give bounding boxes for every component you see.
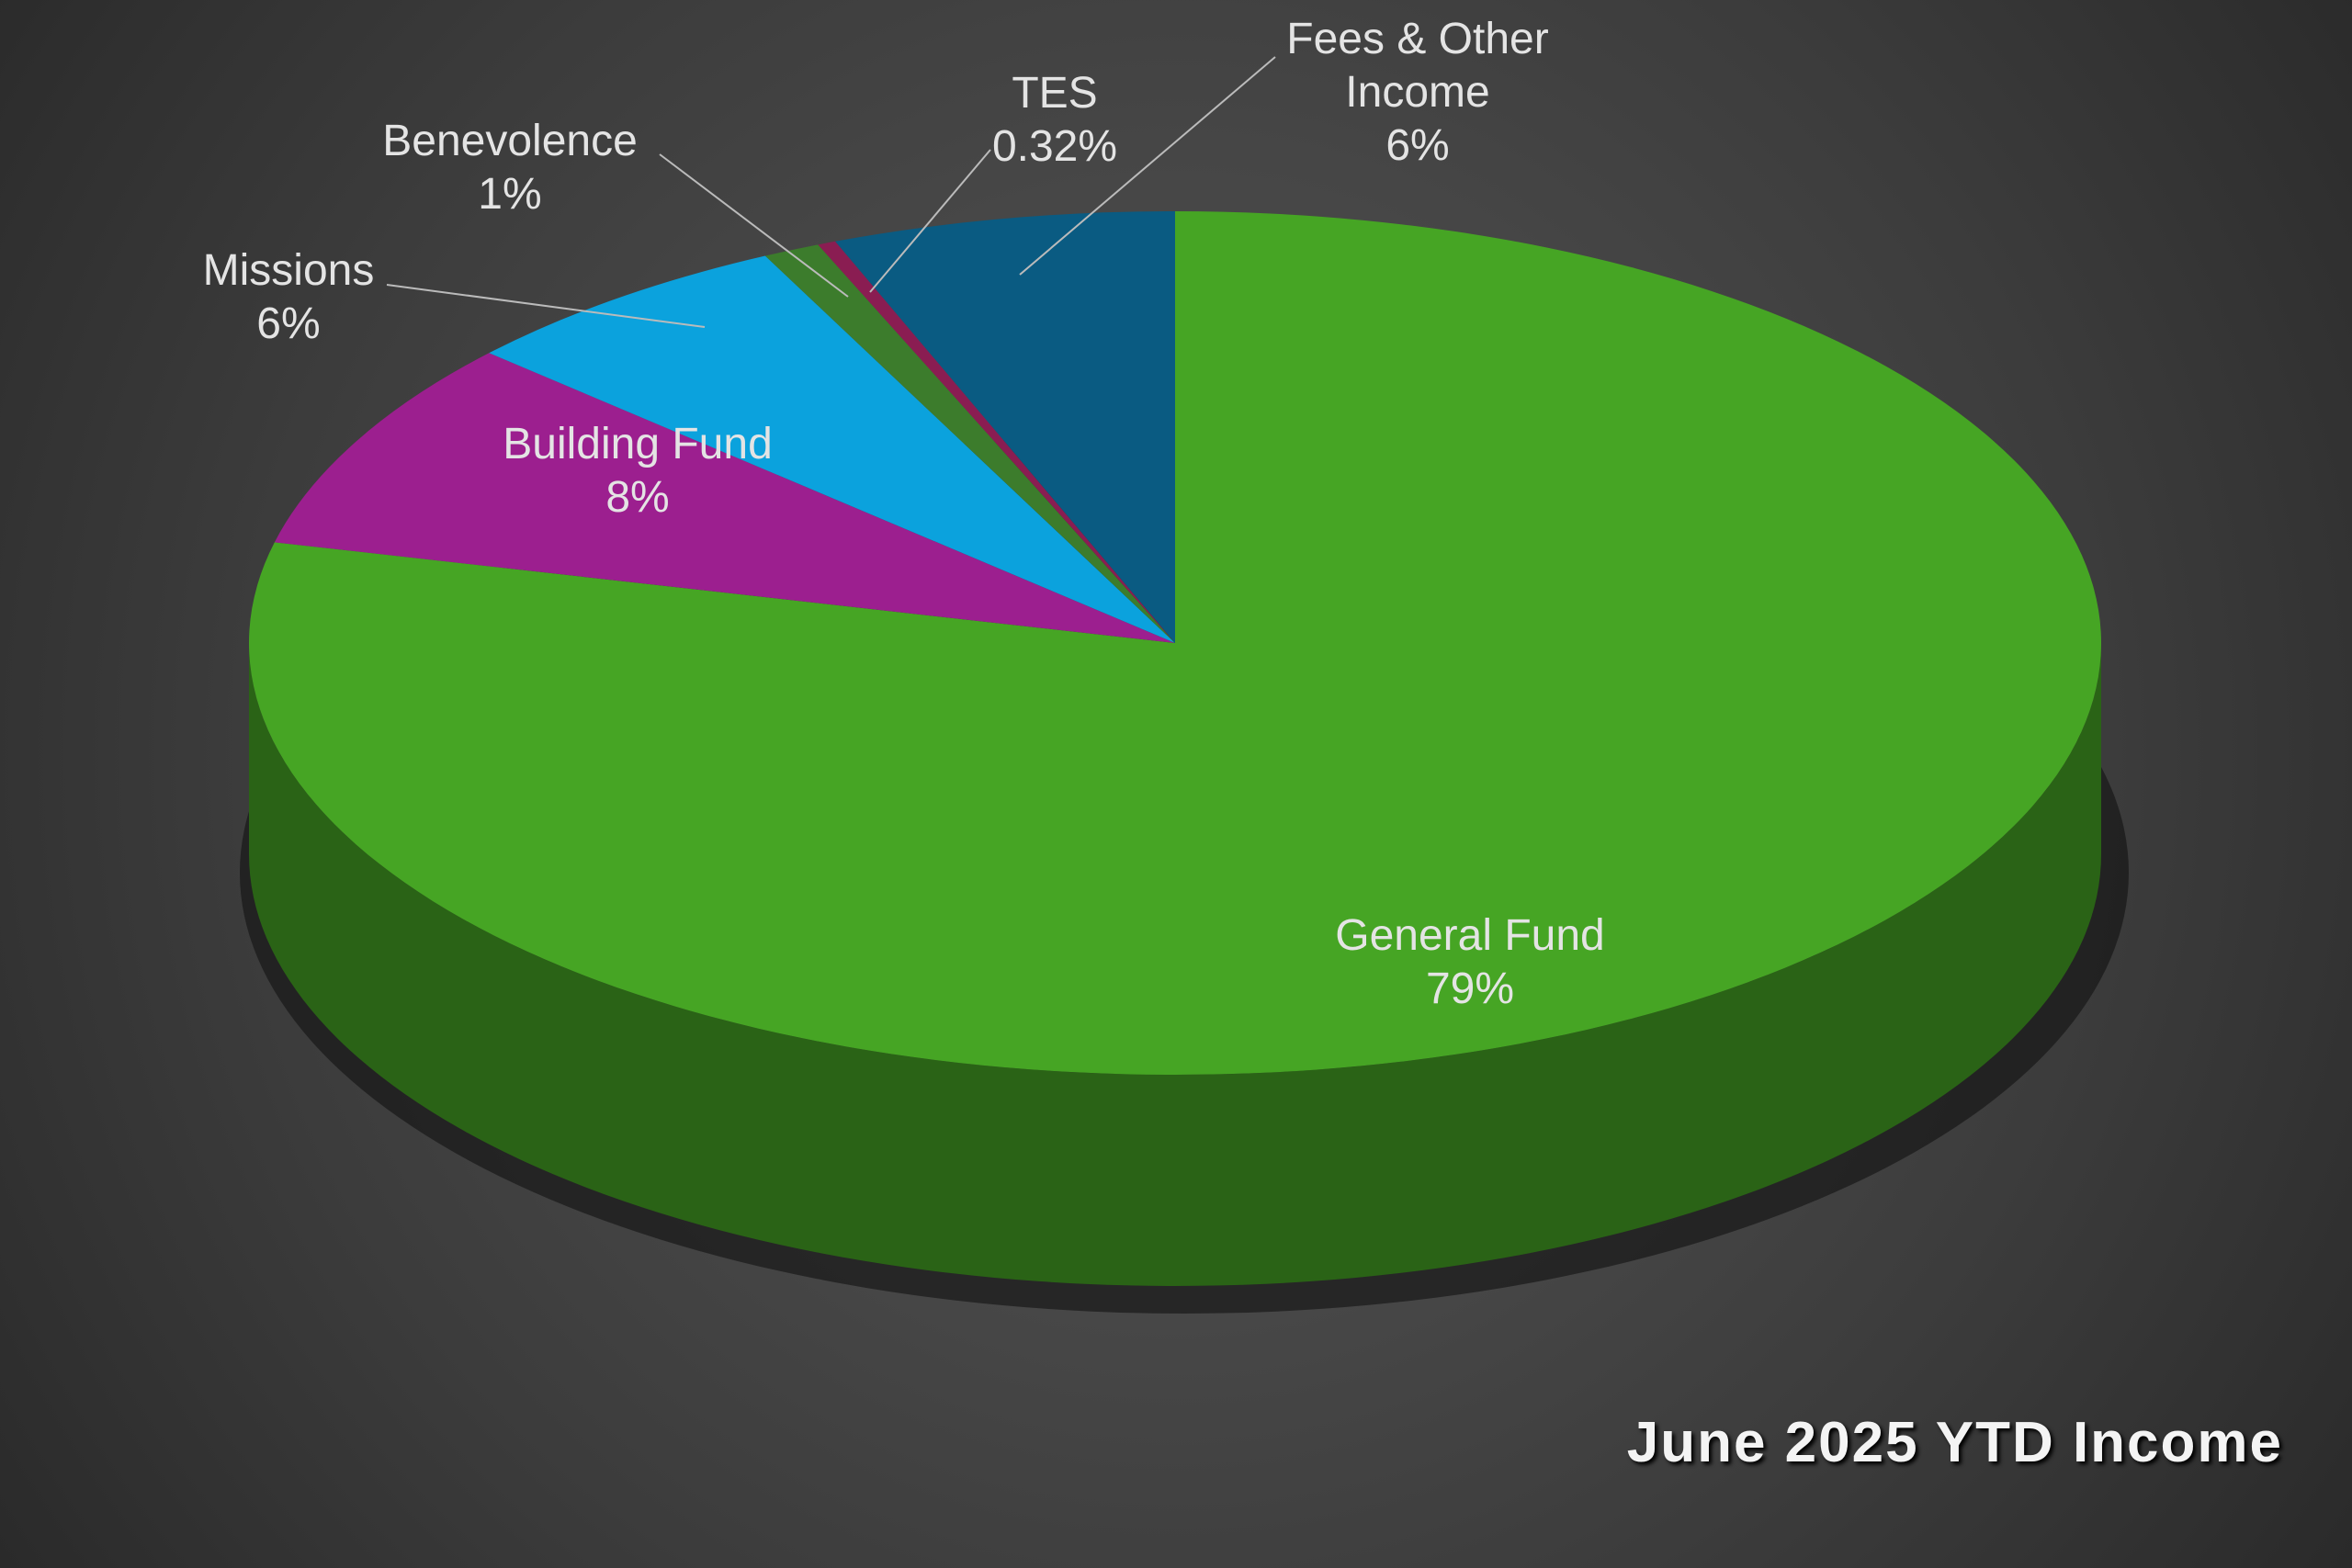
value-label: 8% xyxy=(605,473,670,522)
data-label: Missions 6% xyxy=(203,244,375,351)
category-label: TES xyxy=(1012,69,1098,118)
data-label: Benevolence 1% xyxy=(382,115,638,221)
pie-slice xyxy=(835,211,1175,643)
category-label: General Fund xyxy=(1335,911,1605,960)
leader-line xyxy=(386,284,706,328)
data-label: General Fund 79% xyxy=(1335,909,1605,1016)
slice-side xyxy=(249,643,2101,1286)
data-label: Building Fund 8% xyxy=(503,418,773,525)
leader-line xyxy=(659,153,849,298)
value-label: 1% xyxy=(478,170,542,219)
category-label: Benevolence xyxy=(382,117,638,165)
category-label: Missions xyxy=(202,246,375,295)
data-label: Fees & Other Income 6% xyxy=(1261,13,1574,173)
pie-slice xyxy=(764,244,1175,643)
pie-slice xyxy=(274,353,1175,643)
value-label: 6% xyxy=(1385,121,1450,170)
category-label: Fees & Other Income xyxy=(1286,15,1549,117)
category-label: Building Fund xyxy=(503,420,773,468)
pie-slice xyxy=(489,255,1175,643)
pie-slice xyxy=(818,241,1175,643)
pie-slice xyxy=(248,211,2102,1075)
leader-line xyxy=(1019,56,1276,276)
value-label: 79% xyxy=(1425,964,1515,1013)
data-label: TES 0.32% xyxy=(992,67,1117,174)
value-label: 0.32% xyxy=(991,122,1118,171)
value-label: 6% xyxy=(256,299,321,348)
chart-title: June 2025 YTD Income xyxy=(1626,1411,2283,1474)
leader-line xyxy=(869,149,991,293)
